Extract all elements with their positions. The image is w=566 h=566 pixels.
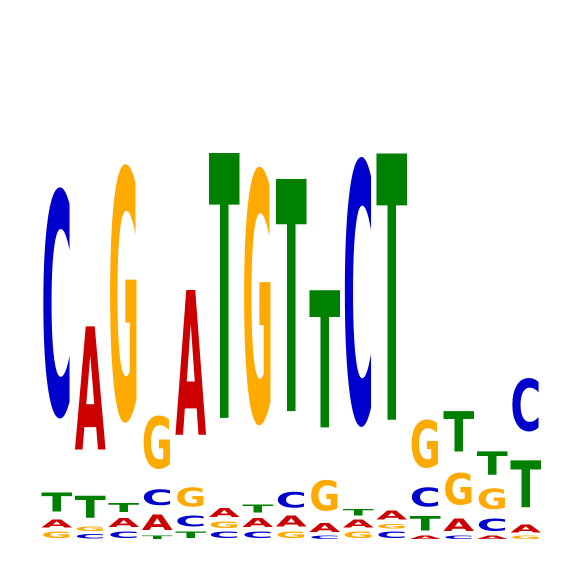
logo-letter: A: [108, 515, 139, 530]
logo-letter: G: [108, 102, 139, 500]
logo-letter: A: [175, 250, 206, 482]
logo-letter: T: [108, 500, 139, 515]
logo-letter: A: [376, 508, 407, 523]
logo-letter: A: [209, 505, 240, 520]
logo-letter: G: [443, 466, 474, 516]
logo-letter: A: [343, 518, 374, 530]
logo-letter: G: [376, 523, 407, 530]
logo-letter: A: [142, 510, 173, 535]
logo-letter: C: [75, 533, 106, 540]
logo-letter: A: [443, 515, 474, 535]
logo-letter: G: [142, 404, 173, 485]
logo-letter: C: [209, 530, 240, 540]
logo-letter: T: [477, 446, 508, 483]
logo-letter: A: [276, 513, 308, 530]
logo-letter: T: [343, 508, 375, 518]
logo-letter: T: [75, 491, 107, 526]
logo-letter: C: [108, 530, 139, 540]
logo-letter: T: [41, 488, 72, 518]
logo-letter: G: [510, 535, 541, 540]
logo-letter: C: [175, 513, 206, 530]
logo-letter: C: [142, 485, 173, 510]
logo-letter: A: [41, 518, 72, 530]
logo-letter: C: [376, 530, 407, 540]
logo-letter: T: [209, 82, 240, 504]
logo-letter: T: [443, 400, 474, 465]
logo-letter: T: [242, 502, 274, 515]
logo-letter: G: [75, 525, 106, 532]
logo-letter: G: [477, 482, 508, 515]
logo-letter: C: [41, 133, 72, 487]
logo-letter: G: [309, 474, 340, 521]
logo-letter: T: [309, 254, 340, 473]
logo-letter: C: [410, 484, 441, 513]
logo-letter: C: [443, 535, 474, 540]
logo-letter: T: [142, 535, 173, 540]
logo-letter: T: [376, 82, 407, 507]
logo-letter: A: [410, 535, 441, 540]
logo-letter: A: [477, 535, 508, 540]
logo-letter: G: [410, 409, 441, 483]
logo-letter: C: [242, 530, 273, 540]
logo-letter: T: [410, 513, 441, 535]
logo-letter: T: [175, 530, 207, 540]
logo-letter: A: [75, 293, 106, 490]
logo-letter: G: [209, 520, 240, 530]
logo-letter: C: [309, 535, 340, 540]
logo-letter: G: [276, 530, 307, 540]
logo-letter: G: [242, 104, 273, 502]
logo-letter: C: [276, 488, 307, 513]
logo-letter: G: [41, 530, 72, 540]
logo-letter: G: [175, 483, 206, 513]
logo-letter: A: [510, 523, 541, 535]
logo-letter: C: [343, 90, 374, 506]
logo-letter: T: [510, 448, 541, 523]
logo-letter: T: [276, 116, 307, 487]
logo-letter: C: [477, 515, 508, 535]
logo-letter: A: [309, 520, 340, 535]
logo-letter: C: [510, 365, 541, 447]
logo-letter: A: [242, 515, 273, 530]
logo-letter: G: [343, 530, 374, 540]
